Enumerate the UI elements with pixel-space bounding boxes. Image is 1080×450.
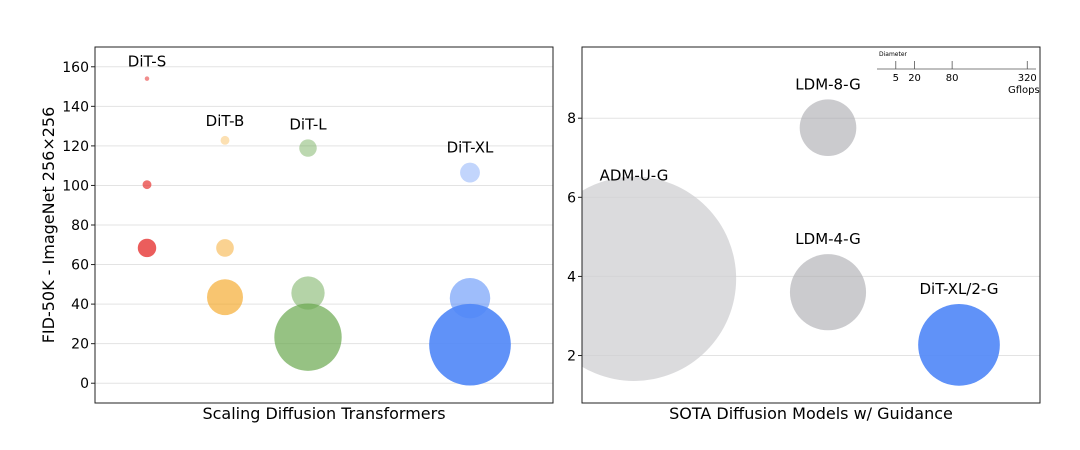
label-adm-u-g: ADM-U-G [600,167,669,185]
bubble-ldm-4-g [789,254,867,331]
size-legend-tick-label-20: 20 [908,73,921,84]
bubble-dit-s-2 [142,180,152,190]
left-y-tick-label-40: 40 [71,297,89,313]
right-point-labels: ADM-U-G LDM-8-G LDM-4-G DiT-XL/2-G [600,75,999,298]
bubble-dit-l-2 [291,276,325,310]
left-gridlines [95,66,553,384]
bubble-dit-l-1 [299,139,317,157]
right-y-tick-label-2: 2 [567,349,576,365]
left-y-tick-label-0: 0 [80,376,89,392]
left-x-axis-label: Scaling Diffusion Transformers [202,404,445,423]
label-dit-s: DiT-S [128,52,166,70]
right-y-tick-label-6: 6 [567,190,576,206]
right-y-ticks: 2 4 6 8 [567,111,582,365]
left-y-tick-label-160: 160 [62,60,89,76]
label-dit-xl-2-g: DiT-XL/2-G [920,280,999,298]
right-bubbles [582,99,1000,386]
label-dit-b: DiT-B [206,112,245,130]
size-legend-tick-label-5: 5 [893,73,899,84]
bubble-adm-u-g [582,176,737,381]
left-series-labels: DiT-S DiT-B DiT-L DiT-XL [128,52,494,156]
right-y-tick-label-4: 4 [567,269,576,285]
bubble-dit-s-1 [144,76,150,81]
left-bubbles [137,76,511,386]
bubble-dit-b-3 [207,279,243,316]
left-y-ticks: 0 20 40 60 80 100 120 140 160 [62,60,95,392]
bubble-dit-xl-1 [460,162,480,183]
bubble-dit-xl-3 [429,303,511,386]
label-dit-xl: DiT-XL [447,139,494,157]
label-ldm-8-g: LDM-8-G [795,75,860,93]
left-y-tick-label-60: 60 [71,258,89,274]
right-plot-frame [581,46,1041,404]
size-legend-tick-label-320: 320 [1018,73,1037,84]
left-y-axis-label: FID-50K - ImageNet 256×256 [39,107,58,344]
left-y-tick-label-140: 140 [62,99,89,115]
size-legend-tick-label-80: 80 [946,73,959,84]
left-y-tick-label-20: 20 [71,337,89,353]
size-legend-unit: Gflops [1008,85,1040,96]
right-chart: 2 4 6 8 ADM-U-G LDM-8-G LDM-4-G DiT-XL/2-G Dia… [567,46,1041,423]
right-x-axis-label: SOTA Diffusion Models w/ Guidance [669,404,953,423]
right-y-tick-label-8: 8 [567,111,576,127]
bubble-ldm-8-g [799,99,857,157]
size-legend-title: Diameter [879,51,908,58]
left-y-tick-label-80: 80 [71,218,89,234]
bubble-dit-l-3 [274,303,342,371]
bubble-dit-b-1 [220,135,230,145]
bubble-dit-xl-2-g [918,304,1000,386]
label-dit-l: DiT-L [289,115,327,133]
bubble-dit-s-3 [137,238,157,258]
left-y-tick-label-100: 100 [62,178,89,194]
bubble-dit-b-2 [216,239,234,257]
label-ldm-4-g: LDM-4-G [795,230,860,248]
left-y-tick-label-120: 120 [62,139,89,155]
size-legend: Diameter 5 20 80 320 Gflops [877,51,1040,96]
